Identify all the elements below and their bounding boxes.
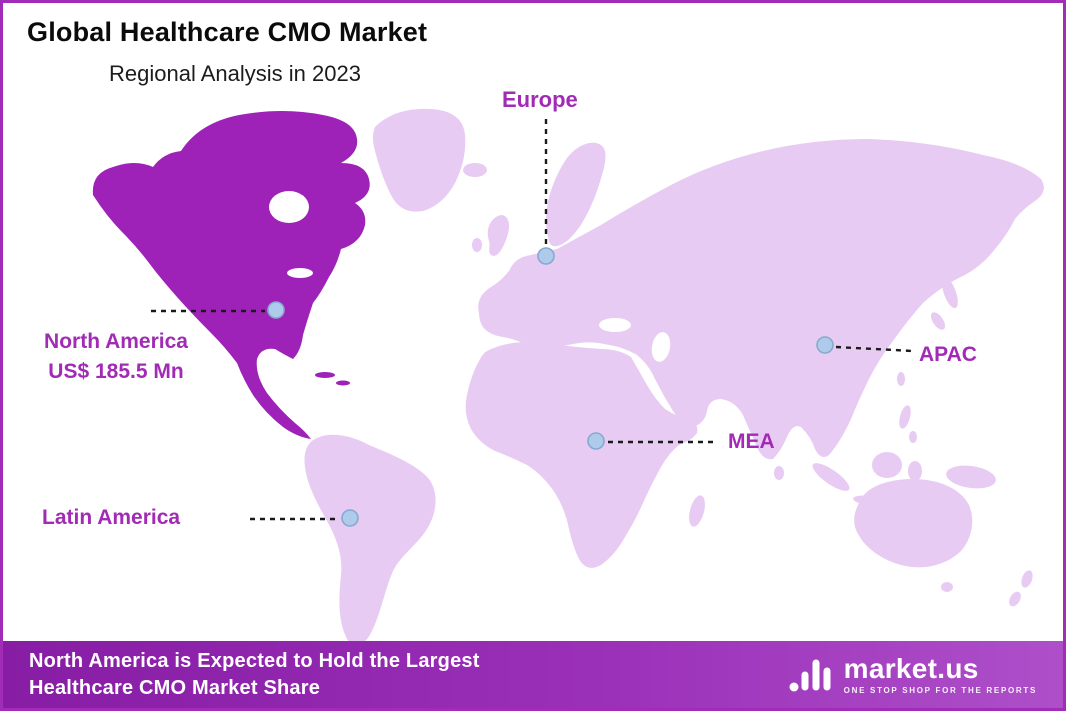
region-markers <box>267 247 834 527</box>
marker-mea <box>587 432 605 450</box>
callout-lines <box>151 119 914 521</box>
island-philippines-north <box>899 405 911 429</box>
island-nz-north <box>1021 570 1033 588</box>
marker-europe <box>537 247 555 265</box>
continent-north-america <box>92 111 370 439</box>
island-tasmania <box>941 582 953 592</box>
region-label-latin-america: Latin America <box>42 506 181 529</box>
island-ireland <box>472 238 482 252</box>
island-sumatra <box>812 463 850 491</box>
region-label-north-america: North America US$ 185.5 Mn <box>23 327 209 387</box>
island-sulawesi <box>908 461 922 481</box>
footer-line1: North America is Expected to Hold the La… <box>29 649 480 672</box>
island-uk <box>487 215 509 256</box>
continent-australia <box>854 479 973 568</box>
continent-eurasia <box>478 139 1044 460</box>
continent-north-america-highlight <box>92 111 370 439</box>
island-japan-south <box>930 312 946 330</box>
hudson-bay <box>269 191 309 223</box>
marketus-logo-icon <box>789 659 831 691</box>
island-philippines-south <box>909 431 917 443</box>
page-title: Global Healthcare CMO Market <box>27 17 428 47</box>
island-taiwan <box>897 372 905 386</box>
footer-line2: Healthcare CMO Market Share <box>29 676 321 699</box>
region-value-north-america: US$ 185.5 Mn <box>48 360 184 383</box>
continent-south-america <box>304 434 436 646</box>
region-label-mea: MEA <box>728 430 775 453</box>
water-cutouts <box>269 191 671 362</box>
continents-base <box>304 108 1044 646</box>
island-iceland <box>463 163 487 177</box>
footer-banner: North America is Expected to Hold the La… <box>3 641 1063 708</box>
brand-name: market.us <box>843 652 979 684</box>
brand-words: market.us ONE STOP SHOP FOR THE REPORTS <box>843 652 1037 695</box>
island-japan-north <box>942 277 958 309</box>
caspian-sea <box>651 332 671 362</box>
marker-apac <box>816 336 834 354</box>
marker-latin-america <box>341 509 359 527</box>
footer-text: North America is Expected to Hold the La… <box>29 648 480 702</box>
black-sea <box>599 318 631 332</box>
brand-lockup: market.us ONE STOP SHOP FOR THE REPORTS <box>788 653 1037 697</box>
continent-africa <box>465 342 698 568</box>
world-map <box>92 108 1044 646</box>
continent-greenland <box>373 108 466 212</box>
brand-tagline: ONE STOP SHOP FOR THE REPORTS <box>843 685 1037 695</box>
region-scandinavia <box>546 142 606 247</box>
island-madagascar <box>689 495 705 527</box>
callout-line-apac <box>835 345 914 353</box>
great-lakes <box>287 268 313 278</box>
region-label-apac: APAC <box>919 343 977 366</box>
island-new-guinea <box>946 465 996 489</box>
island-borneo <box>872 452 902 478</box>
islands-caribbean-2 <box>336 380 350 386</box>
island-nz-south <box>1009 591 1021 607</box>
island-sri-lanka <box>774 466 784 480</box>
islands-caribbean <box>315 372 335 378</box>
page-subtitle: Regional Analysis in 2023 <box>109 61 361 86</box>
region-label-north-america-name: North America <box>44 330 188 353</box>
marker-north-america <box>267 301 285 319</box>
region-label-europe: Europe <box>502 87 578 112</box>
